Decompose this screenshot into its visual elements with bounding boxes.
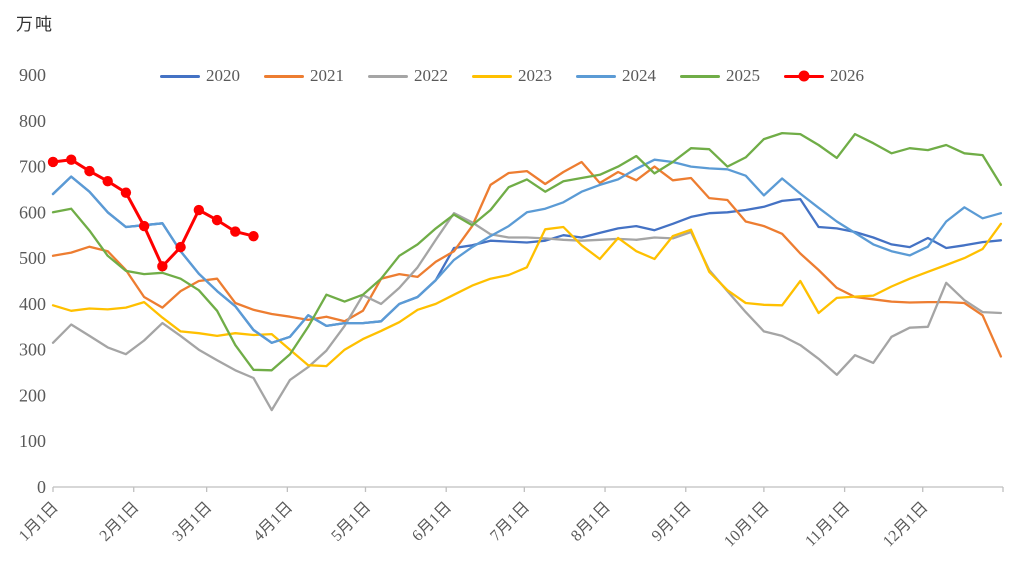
x-tick-label: 2月1日 xyxy=(97,499,143,545)
series-marker-2026 xyxy=(157,261,168,272)
legend-swatch-2021 xyxy=(264,74,304,78)
series-marker-2026 xyxy=(211,214,223,226)
legend-label-2023: 2023 xyxy=(518,66,552,85)
x-tick-label: 7月1日 xyxy=(487,499,533,545)
y-tick-label: 500 xyxy=(19,248,46,268)
legend-label-2020: 2020 xyxy=(206,66,240,85)
legend-item-2024: 2024 xyxy=(576,66,656,86)
x-tick-label: 3月1日 xyxy=(169,499,215,545)
x-tick-label: 12月1日 xyxy=(880,499,932,551)
x-tick-label: 5月1日 xyxy=(328,499,374,545)
y-tick-label: 100 xyxy=(19,431,46,451)
legend-marker-dot-2026 xyxy=(798,70,810,82)
x-tick-label: 9月1日 xyxy=(649,499,695,545)
x-tick-label: 10月1日 xyxy=(721,499,773,551)
legend-swatch-2020 xyxy=(160,74,200,78)
series-line-2023 xyxy=(51,222,1003,368)
y-tick-label: 700 xyxy=(19,157,46,177)
series-marker-2026 xyxy=(120,187,132,198)
legend-swatch-2022 xyxy=(368,74,408,78)
series-line-2020 xyxy=(51,175,1003,344)
unit-label: 万吨 xyxy=(16,15,54,34)
legend-swatch-2023 xyxy=(472,74,512,78)
series-marker-2026 xyxy=(47,156,59,168)
series-marker-2026 xyxy=(84,165,95,177)
series-marker-2026 xyxy=(138,220,150,232)
x-tick-label: 6月1日 xyxy=(409,499,455,545)
legend-swatch-2024 xyxy=(576,74,616,78)
series-line-2025 xyxy=(51,131,1003,372)
legend-item-2020: 2020 xyxy=(160,66,240,86)
legend-swatch-2026 xyxy=(784,70,824,82)
series-marker-2026 xyxy=(175,241,186,253)
chart-legend: 2020 2021 2022 2023 2024 2025 2026 xyxy=(160,66,888,86)
y-tick-label: 800 xyxy=(19,111,46,131)
series-marker-2026 xyxy=(248,230,259,242)
x-tick-label: 8月1日 xyxy=(568,499,614,545)
y-tick-label: 300 xyxy=(19,340,46,360)
y-tick-label: 0 xyxy=(37,477,46,497)
series-line-2026 xyxy=(51,158,255,268)
legend-swatch-2025 xyxy=(680,74,720,78)
legend-item-2022: 2022 xyxy=(368,66,448,86)
legend-label-2021: 2021 xyxy=(310,66,344,85)
y-tick-label: 900 xyxy=(19,65,46,85)
legend-item-2023: 2023 xyxy=(472,66,552,86)
x-tick-label: 11月1日 xyxy=(802,499,853,550)
legend-item-2021: 2021 xyxy=(264,66,344,86)
x-tick-label: 1月1日 xyxy=(16,499,62,545)
legend-item-2026: 2026 xyxy=(784,66,864,86)
legend-label-2026: 2026 xyxy=(830,66,864,85)
x-tick-label: 4月1日 xyxy=(250,499,296,545)
legend-label-2022: 2022 xyxy=(414,66,448,85)
legend-label-2024: 2024 xyxy=(622,66,656,85)
y-tick-label: 400 xyxy=(19,294,46,314)
legend-item-2025: 2025 xyxy=(680,66,760,86)
series-line-2024 xyxy=(51,158,1003,344)
series-line-2021 xyxy=(51,160,1003,358)
series-line-2022 xyxy=(51,212,1003,412)
series-marker-2026 xyxy=(230,226,241,237)
y-tick-label: 600 xyxy=(19,202,46,222)
series-marker-2026 xyxy=(102,176,113,187)
series-marker-2026 xyxy=(193,204,205,216)
y-tick-label: 200 xyxy=(19,385,46,405)
legend-label-2025: 2025 xyxy=(726,66,760,85)
series-marker-2026 xyxy=(66,154,77,165)
